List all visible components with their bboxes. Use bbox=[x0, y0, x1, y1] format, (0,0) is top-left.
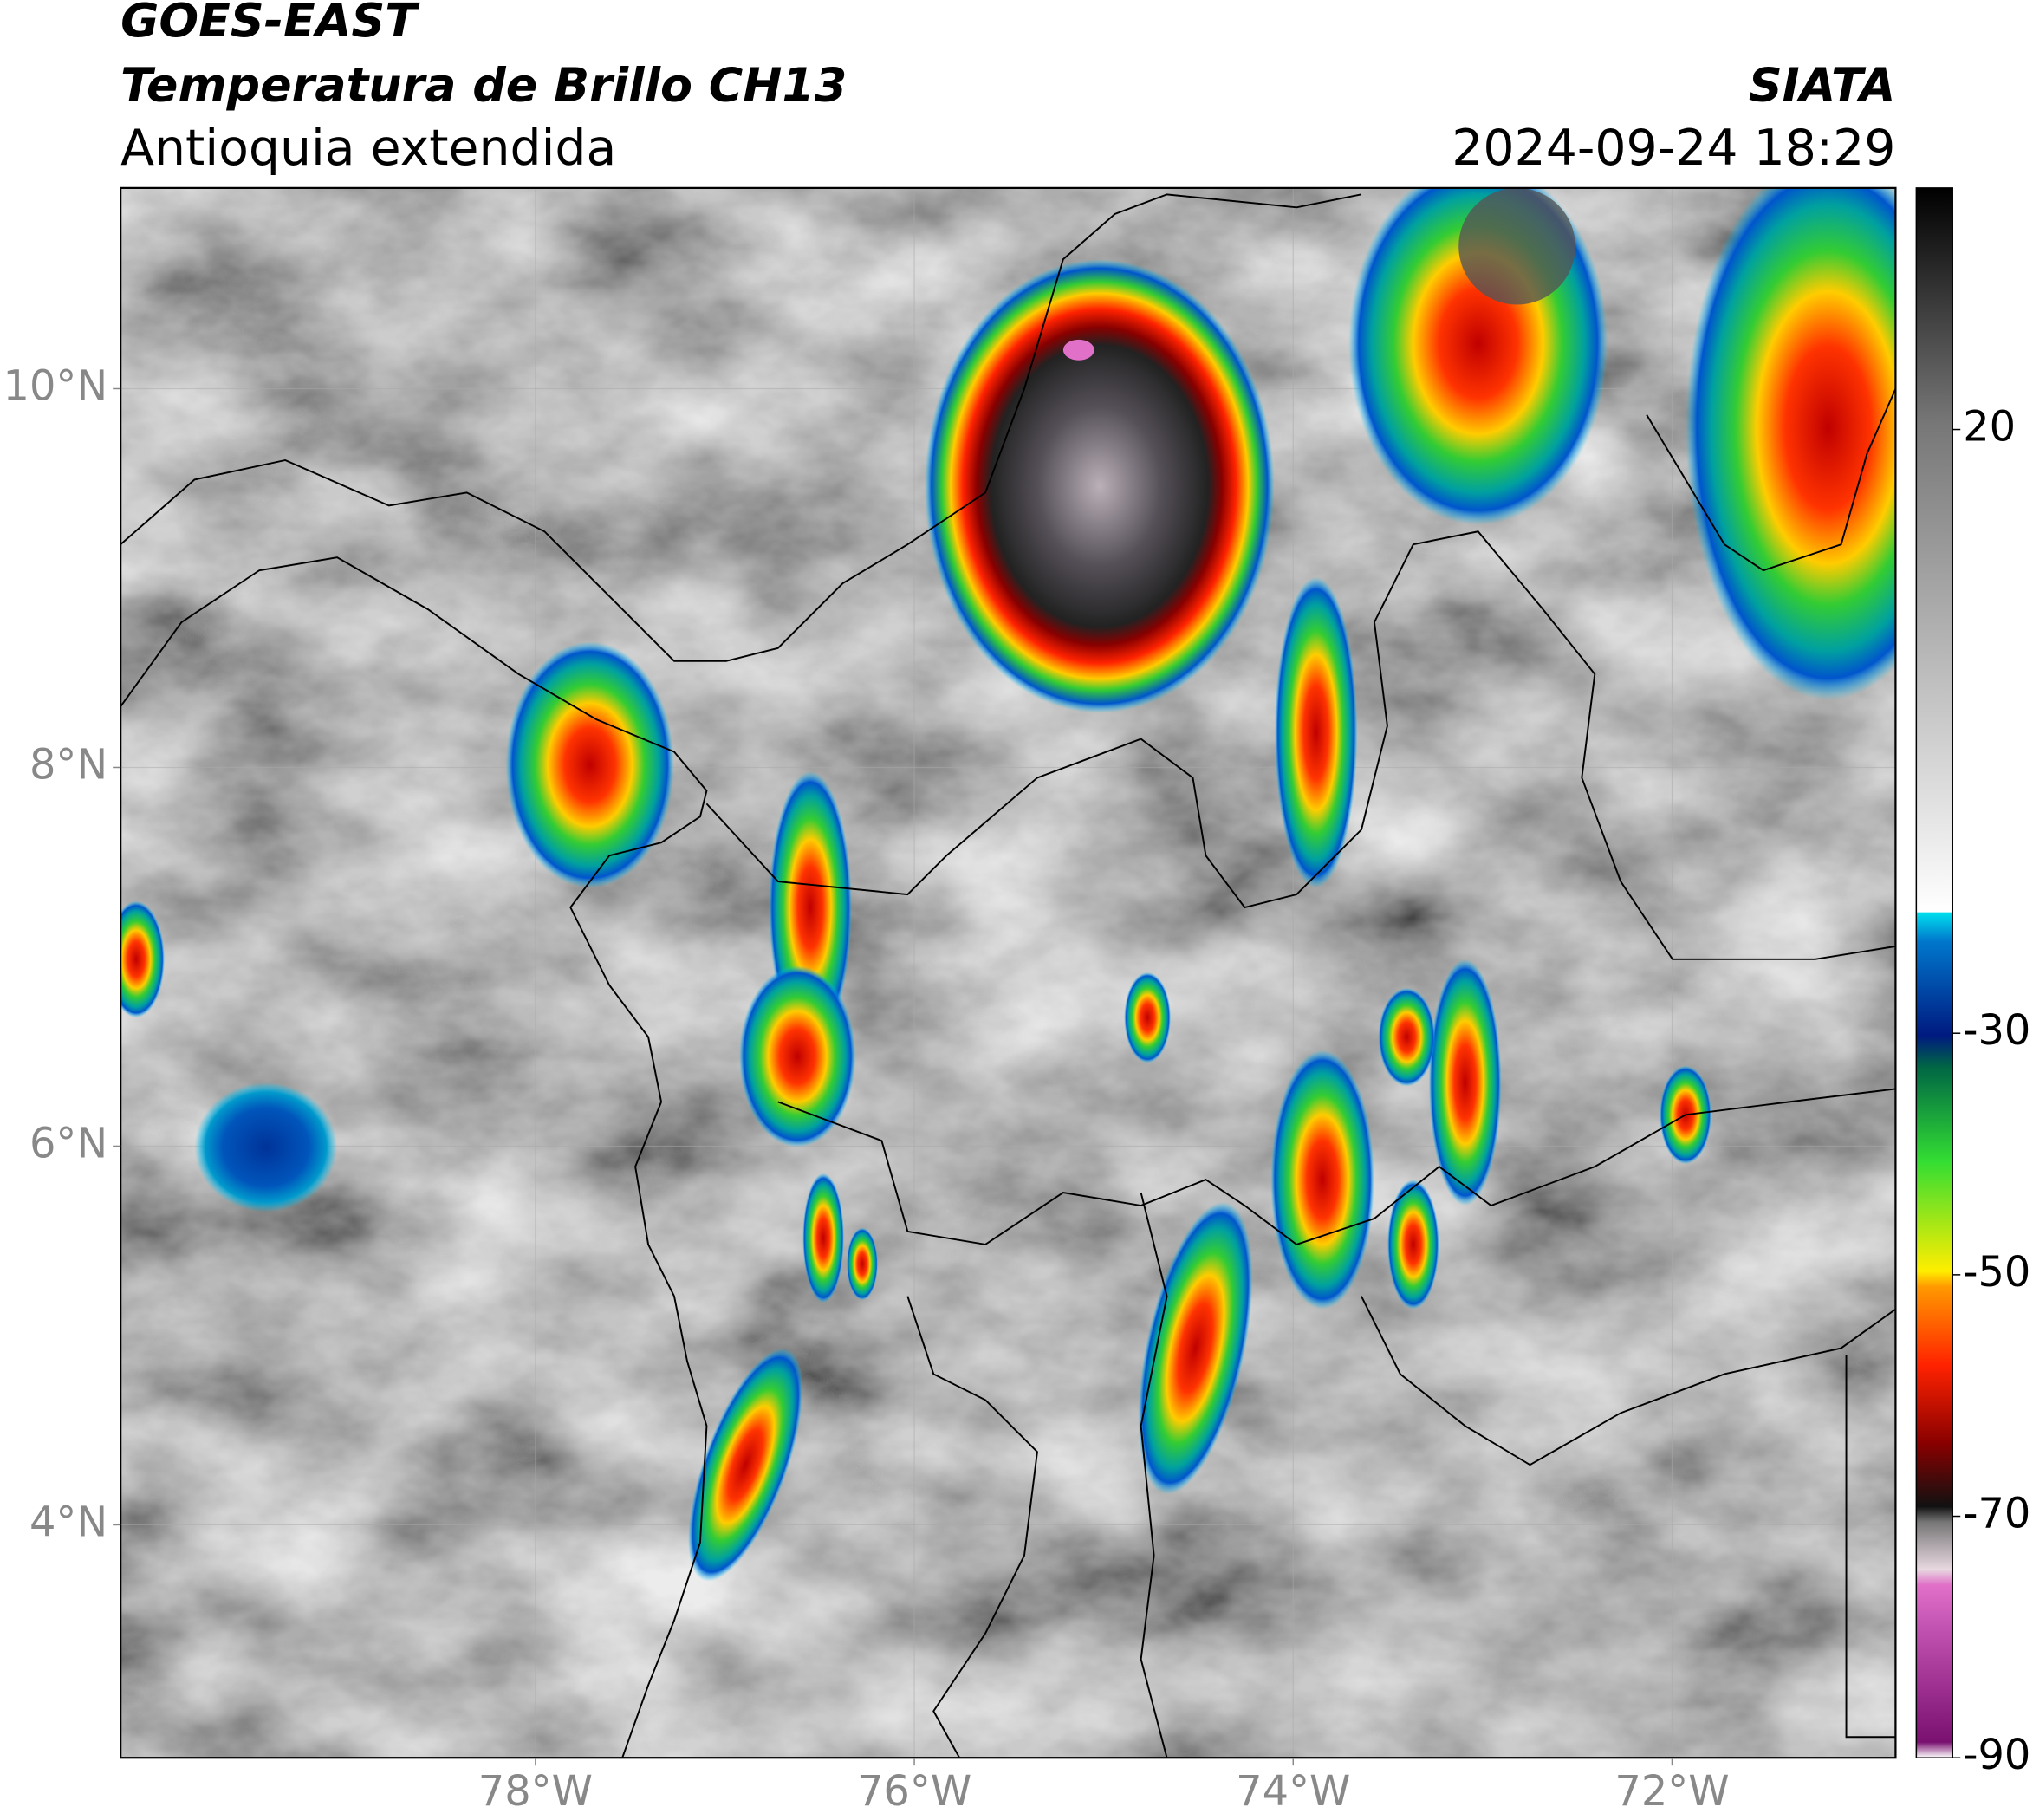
colorbar-tick-label: -30 bbox=[1963, 1007, 2030, 1055]
product-title: Temperatura de Brillo CH13 bbox=[120, 58, 847, 113]
source-label: SIATA bbox=[1749, 58, 1896, 113]
country-border bbox=[1845, 1355, 1896, 1739]
borders bbox=[120, 193, 1896, 1758]
cloud-cell bbox=[802, 1173, 845, 1303]
cloud-cell bbox=[1686, 187, 1896, 700]
y-tick-label: 8°N bbox=[29, 741, 107, 789]
x-tick-label: 74°W bbox=[1236, 1768, 1350, 1816]
cloud-cell bbox=[194, 1082, 338, 1212]
coastline bbox=[120, 556, 708, 1758]
cloud-cell bbox=[120, 900, 166, 1018]
x-tick-label: 78°W bbox=[478, 1768, 593, 1816]
axis-ticks: 78°W 76°W 74°W 72°W 10°N 8°N 6°N 4°N bbox=[3, 362, 1730, 1816]
state-border bbox=[906, 1296, 1038, 1758]
grid bbox=[120, 187, 1896, 1758]
cloud-cell bbox=[1124, 972, 1172, 1063]
cloud-cell bbox=[1387, 1180, 1439, 1310]
cloud-cell bbox=[738, 965, 856, 1147]
cloud-cell bbox=[1274, 576, 1358, 888]
cloud-cell bbox=[1270, 1050, 1374, 1310]
y-tick-label: 4°N bbox=[29, 1498, 107, 1546]
satellite-title: GOES-EAST bbox=[120, 0, 420, 48]
map-area bbox=[120, 187, 1896, 1758]
cloud-cell bbox=[1062, 339, 1094, 361]
colorbar-tick-label: -70 bbox=[1963, 1491, 2030, 1538]
convective-cells bbox=[120, 187, 1896, 1582]
cloud-cell bbox=[924, 259, 1275, 713]
colorbar-ticks: 20 -30 -50 -70 -90 bbox=[1952, 404, 2030, 1779]
cloud-cell bbox=[1378, 987, 1436, 1087]
coastline bbox=[1646, 388, 1896, 572]
cloud-cell bbox=[1428, 959, 1502, 1206]
state-border bbox=[705, 530, 1896, 960]
colorbar-tick-label: -90 bbox=[1963, 1732, 2030, 1779]
map-frame bbox=[120, 186, 1897, 1759]
region-subtitle: Antioquia extendida bbox=[120, 120, 616, 177]
state-border bbox=[1361, 1296, 1896, 1466]
cloud-cell bbox=[847, 1227, 878, 1301]
colorbar bbox=[1915, 187, 1953, 1758]
coastline bbox=[120, 193, 1362, 662]
cloud-cell bbox=[688, 1348, 803, 1582]
datetime-label: 2024-09-24 18:29 bbox=[1452, 120, 1895, 177]
x-tick-label: 72°W bbox=[1614, 1768, 1729, 1816]
y-tick-label: 6°N bbox=[29, 1120, 107, 1167]
colorbar-tick-label: -50 bbox=[1963, 1249, 2030, 1297]
state-border bbox=[777, 1088, 1896, 1245]
cloud-cell bbox=[505, 641, 675, 888]
state-border bbox=[1140, 1192, 1168, 1758]
cloud-cell bbox=[1138, 1201, 1253, 1495]
y-tick-label: 10°N bbox=[3, 362, 108, 410]
x-tick-label: 76°W bbox=[857, 1768, 971, 1816]
cloud-cell bbox=[1458, 187, 1575, 305]
colorbar-tick-label: 20 bbox=[1963, 404, 2016, 452]
